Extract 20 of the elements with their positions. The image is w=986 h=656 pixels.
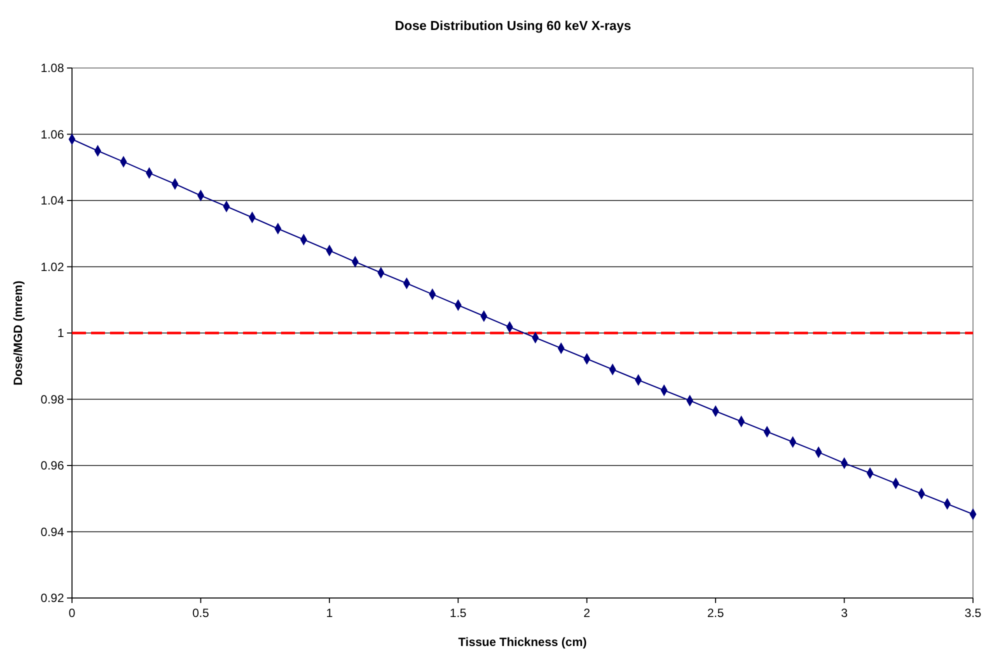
x-tick-label: 0 [68,606,76,620]
y-tick-label: 1 [57,326,64,340]
y-tick-label: 1.02 [40,260,64,274]
x-tick-label: 1.5 [450,606,467,620]
chart-title: Dose Distribution Using 60 keV X-rays [394,18,632,33]
y-tick-label: 0.94 [40,524,64,539]
x-tick-label: 2.5 [707,606,724,620]
y-tick-label: 1.04 [40,194,64,208]
x-tick-label: 0.5 [192,606,210,620]
x-tick-label: 2 [584,606,591,620]
x-tick-label: 3 [840,606,848,620]
y-axis-title: Dose/MGD (mrem) [11,280,25,386]
y-tick-label: 0.92 [40,591,64,606]
x-tick-label: 1 [326,606,334,620]
y-tick-label: 1.08 [40,61,64,76]
x-tick-label: 3.5 [964,606,982,620]
y-tick-label: 0.98 [40,392,64,406]
y-tick-label: 1.06 [40,127,64,142]
x-axis-title: Tissue Thickness (cm) [458,635,587,649]
y-tick-label: 0.96 [40,458,64,473]
